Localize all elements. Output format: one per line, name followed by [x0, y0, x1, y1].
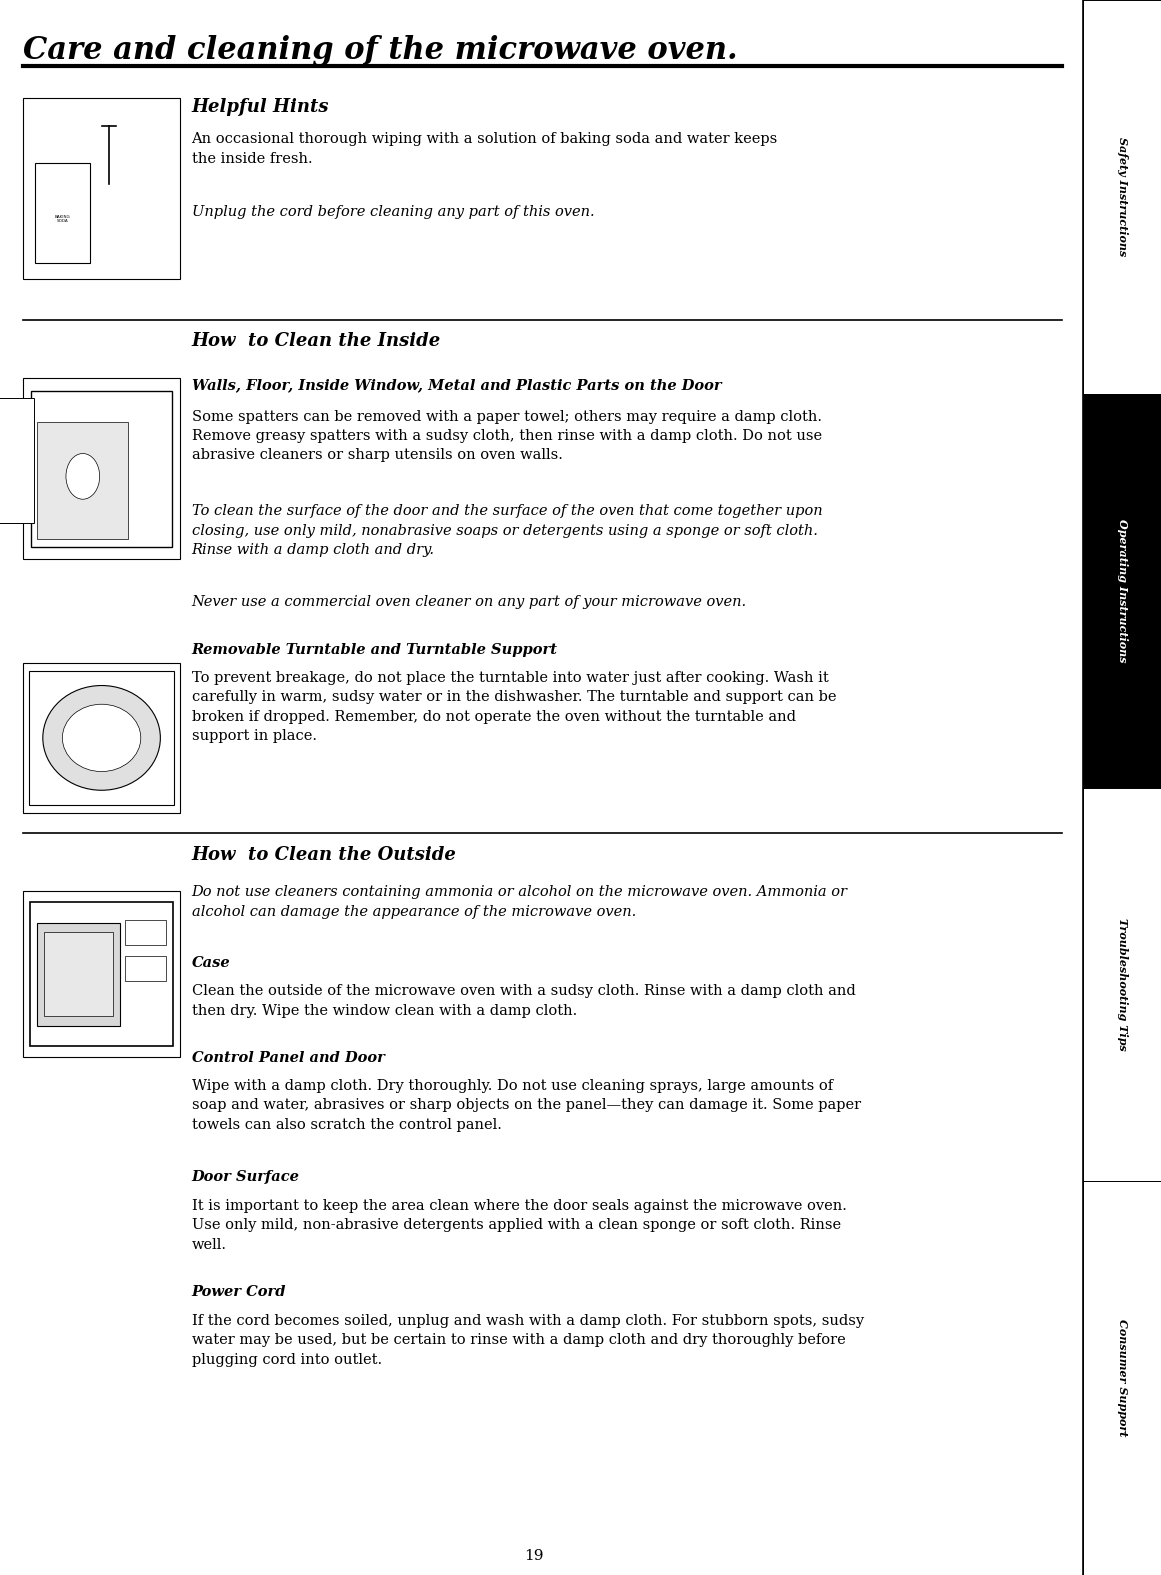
Text: It is important to keep the area clean where the door seals against the microwav: It is important to keep the area clean w…	[192, 1199, 846, 1252]
Bar	[30, 902, 173, 1046]
Bar	[1083, 1181, 1161, 1575]
Text: An occasional thorough wiping with a solution of baking soda and water keeps
the: An occasional thorough wiping with a sol…	[192, 132, 778, 165]
Bar	[23, 891, 180, 1057]
Text: 19: 19	[525, 1550, 543, 1562]
Text: Care and cleaning of the microwave oven.: Care and cleaning of the microwave oven.	[23, 35, 738, 66]
Bar	[37, 422, 129, 539]
Ellipse shape	[63, 704, 140, 772]
Bar	[23, 378, 180, 559]
Bar	[23, 663, 180, 813]
Bar	[37, 923, 120, 1025]
Bar	[35, 164, 89, 263]
Text: Never use a commercial oven cleaner on any part of your microwave oven.: Never use a commercial oven cleaner on a…	[192, 595, 747, 610]
Text: To prevent breakage, do not place the turntable into water just after cooking. W: To prevent breakage, do not place the tu…	[192, 671, 836, 743]
Text: Removable Turntable and Turntable Support: Removable Turntable and Turntable Suppor…	[192, 643, 557, 657]
Text: Troubleshooting Tips: Troubleshooting Tips	[1117, 918, 1127, 1051]
Text: BAKING
SODA: BAKING SODA	[55, 214, 70, 224]
Text: Do not use cleaners containing ammonia or alcohol on the microwave oven. Ammonia: Do not use cleaners containing ammonia o…	[192, 885, 848, 918]
Text: Helpful Hints: Helpful Hints	[192, 98, 329, 115]
Text: Wipe with a damp cloth. Dry thoroughly. Do not use cleaning sprays, large amount: Wipe with a damp cloth. Dry thoroughly. …	[192, 1079, 860, 1132]
Bar	[0, 398, 34, 523]
Text: Clean the outside of the microwave oven with a sudsy cloth. Rinse with a damp cl: Clean the outside of the microwave oven …	[192, 984, 856, 1017]
Text: Door Surface: Door Surface	[192, 1170, 300, 1184]
Text: Power Cord: Power Cord	[192, 1285, 286, 1299]
Text: Some spatters can be removed with a paper towel; others may require a damp cloth: Some spatters can be removed with a pape…	[192, 410, 822, 463]
Text: Control Panel and Door: Control Panel and Door	[192, 1051, 384, 1065]
Bar	[124, 920, 166, 945]
Text: To clean the surface of the door and the surface of the oven that come together : To clean the surface of the door and the…	[192, 504, 822, 558]
Circle shape	[66, 454, 100, 499]
Bar	[31, 391, 172, 547]
Bar	[1083, 0, 1161, 394]
Bar	[124, 956, 166, 981]
Text: Walls, Floor, Inside Window, Metal and Plastic Parts on the Door: Walls, Floor, Inside Window, Metal and P…	[192, 378, 721, 392]
Bar	[23, 98, 180, 279]
Text: Operating Instructions: Operating Instructions	[1117, 518, 1127, 663]
Bar	[44, 932, 113, 1016]
Bar	[1083, 788, 1161, 1181]
Text: If the cord becomes soiled, unplug and wash with a damp cloth. For stubborn spot: If the cord becomes soiled, unplug and w…	[192, 1314, 864, 1367]
Bar	[29, 671, 174, 805]
Text: Consumer Support: Consumer Support	[1117, 1320, 1127, 1436]
Text: How  to Clean the Outside: How to Clean the Outside	[192, 846, 456, 863]
Ellipse shape	[43, 685, 160, 791]
Text: Case: Case	[192, 956, 230, 970]
Text: How  to Clean the Inside: How to Clean the Inside	[192, 332, 441, 350]
Text: Unplug the cord before cleaning any part of this oven.: Unplug the cord before cleaning any part…	[192, 205, 594, 219]
Text: Safety Instructions: Safety Instructions	[1117, 137, 1127, 257]
Bar	[1083, 394, 1161, 788]
